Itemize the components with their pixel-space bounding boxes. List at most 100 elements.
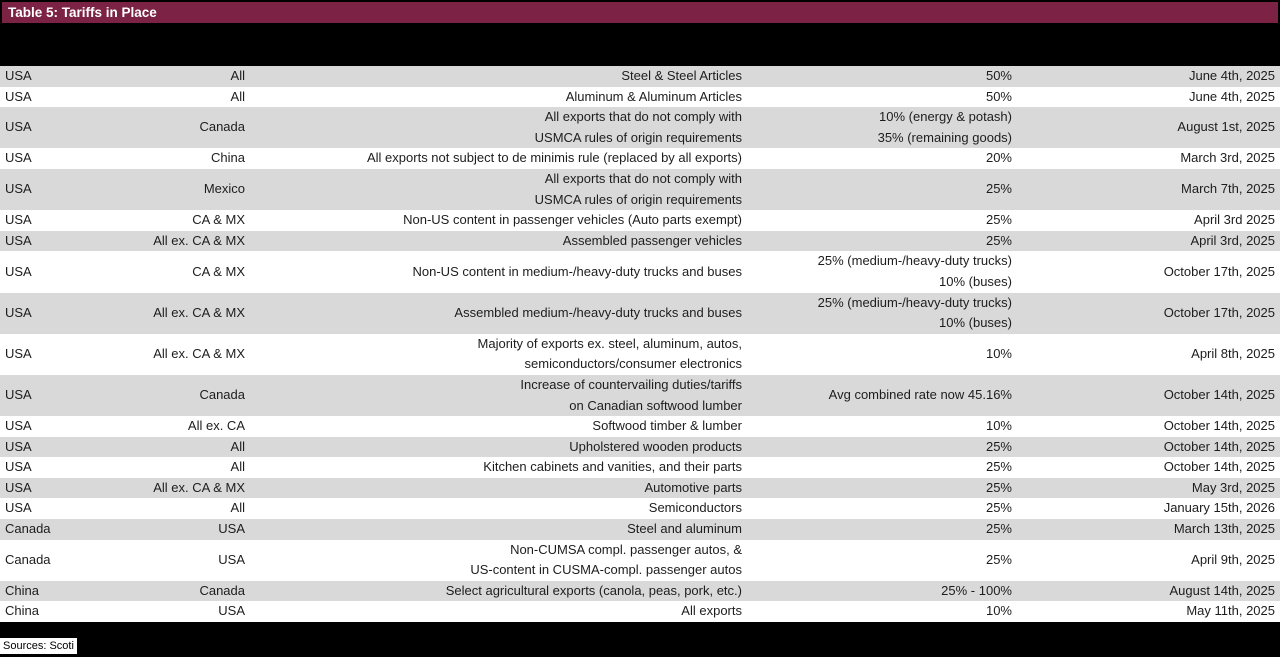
- cell-line: China: [5, 582, 39, 598]
- table-row: USA Canada Increase of countervailing du…: [0, 374, 1280, 417]
- cell-line: 25%: [985, 521, 1012, 537]
- cell-line: Upholstered wooden products: [569, 438, 742, 454]
- cell-date: October 17th, 2025: [1012, 262, 1280, 283]
- cell-imposer: Canada: [0, 550, 115, 571]
- cell-description: Aluminum & Aluminum Articles: [245, 87, 742, 108]
- cell-line: 50%: [985, 88, 1012, 104]
- cell-description: Non-CUMSA compl. passenger autos, & US-co…: [245, 540, 742, 581]
- cell-line: Aluminum & Aluminum Articles: [565, 88, 742, 104]
- table-row: China Canada Select agricultural exports…: [0, 580, 1280, 602]
- cell-line: All: [230, 459, 245, 475]
- cell-rate: 25% (medium-/heavy-duty trucks) 10% (buse…: [742, 293, 1012, 334]
- cell-rate: 25%: [742, 231, 1012, 252]
- cell-imposer: USA: [0, 478, 115, 499]
- table-title-bar: Table 5: Tariffs in Place: [2, 2, 1278, 23]
- cell-rate: 25%: [742, 519, 1012, 540]
- cell-line: Select agricultural exports (canola, pea…: [445, 582, 742, 598]
- cell-line: USA: [5, 418, 32, 434]
- cell-line: USA: [5, 459, 32, 475]
- cell-line: May 11th, 2025: [1186, 603, 1275, 619]
- cell-date: October 17th, 2025: [1012, 303, 1280, 324]
- cell-description: Semiconductors: [245, 498, 742, 519]
- cell-description: Majority of exports ex. steel, aluminum,…: [245, 334, 742, 375]
- cell-line: August 14th, 2025: [1169, 582, 1275, 598]
- cell-description: Select agricultural exports (canola, pea…: [245, 581, 742, 602]
- cell-line: October 14th, 2025: [1163, 438, 1275, 454]
- cell-line: 10% (energy & potash): [879, 109, 1012, 125]
- cell-description: All exports that do not comply with USMCA…: [245, 169, 742, 210]
- table-row: USA All Upholstered wooden products 25% …: [0, 436, 1280, 458]
- cell-rate: 10%: [742, 344, 1012, 365]
- cell-description: Assembled passenger vehicles: [245, 231, 742, 252]
- cell-date: March 13th, 2025: [1012, 519, 1280, 540]
- table-row: USA All Kitchen cabinets and vanities, a…: [0, 457, 1280, 478]
- cell-line: 25%: [985, 212, 1012, 228]
- cell-line: Non-CUMSA compl. passenger autos, &: [510, 541, 742, 557]
- table-row: USA Canada All exports that do not compl…: [0, 107, 1280, 149]
- cell-description: Steel and aluminum: [245, 519, 742, 540]
- cell-line: 25%: [985, 181, 1012, 197]
- cell-line: CA & MX: [192, 212, 245, 228]
- cell-description: Kitchen cabinets and vanities, and their…: [245, 457, 742, 478]
- cell-imposer: USA: [0, 231, 115, 252]
- cell-date: October 14th, 2025: [1012, 385, 1280, 406]
- cell-line: US-content in CUSMA-compl. passenger aut…: [470, 562, 742, 578]
- cell-line: 25%: [985, 459, 1012, 475]
- cell-line: Softwood timber & lumber: [592, 418, 742, 434]
- cell-line: April 9th, 2025: [1191, 551, 1275, 567]
- cell-line: May 3rd, 2025: [1191, 479, 1275, 495]
- cell-target: CA & MX: [115, 210, 245, 231]
- cell-line: All ex. CA & MX: [153, 304, 245, 320]
- cell-date: May 3rd, 2025: [1012, 478, 1280, 499]
- table-row: USA All ex. CA & MX Assembled medium-/he…: [0, 292, 1280, 334]
- cell-rate: 25% - 100%: [742, 581, 1012, 602]
- cell-line: USA: [5, 438, 32, 454]
- cell-imposer: USA: [0, 148, 115, 169]
- cell-line: Kitchen cabinets and vanities, and their…: [483, 459, 742, 475]
- cell-line: USA: [218, 551, 245, 567]
- cell-description: Automotive parts: [245, 478, 742, 499]
- cell-rate: 50%: [742, 87, 1012, 108]
- cell-line: USMCA rules of origin requirements: [534, 129, 742, 145]
- cell-imposer: USA: [0, 179, 115, 200]
- cell-target: All ex. CA & MX: [115, 303, 245, 324]
- cell-line: June 4th, 2025: [1188, 68, 1275, 83]
- cell-line: 10% (buses): [939, 315, 1012, 331]
- table-row: USA All ex. CA & MX Majority of exports …: [0, 333, 1280, 375]
- table-row: USA China All exports not subject to de …: [0, 148, 1280, 169]
- cell-description: Upholstered wooden products: [245, 437, 742, 458]
- cell-target: China: [115, 148, 245, 169]
- cell-target: All ex. CA & MX: [115, 344, 245, 365]
- cell-line: October 17th, 2025: [1163, 263, 1275, 279]
- table-row: USA All Semiconductors 25% January 15th,…: [0, 498, 1280, 520]
- cell-rate: 10%: [742, 601, 1012, 622]
- cell-line: Steel and aluminum: [627, 521, 742, 537]
- cell-line: Assembled medium-/heavy-duty trucks and …: [454, 304, 742, 320]
- cell-line: USA: [5, 119, 32, 135]
- cell-imposer: USA: [0, 457, 115, 478]
- sources-label: Sources: Scoti: [0, 638, 77, 654]
- cell-line: Steel & Steel Articles: [621, 68, 742, 83]
- cell-line: Canada: [5, 551, 51, 567]
- cell-line: USA: [5, 232, 32, 248]
- cell-line: 25%: [985, 232, 1012, 248]
- cell-imposer: USA: [0, 66, 115, 87]
- cell-rate: 25%: [742, 437, 1012, 458]
- cell-description: All exports that do not comply with USMCA…: [245, 107, 742, 148]
- cell-description: Non-US content in medium-/heavy-duty tru…: [245, 262, 743, 283]
- cell-line: USA: [5, 304, 32, 320]
- table-row: USA CA & MX Non-US content in passenger …: [0, 210, 1280, 231]
- tariff-table-body: USA All Steel & Steel Articles 50% June …: [0, 66, 1280, 623]
- cell-target: All ex. CA: [115, 416, 245, 437]
- cell-line: USA: [218, 521, 245, 537]
- cell-date: April 3rd, 2025: [1012, 231, 1280, 252]
- cell-target: All: [115, 437, 245, 458]
- cell-line: March 7th, 2025: [1181, 181, 1275, 197]
- cell-line: All ex. CA & MX: [153, 479, 245, 495]
- cell-line: 25%: [985, 551, 1012, 567]
- table-row: USA All ex. CA & MX Automotive parts 25%…: [0, 477, 1280, 499]
- cell-rate: 10% (energy & potash) 35% (remaining good…: [742, 107, 1012, 148]
- cell-line: China: [5, 603, 39, 619]
- cell-line: October 14th, 2025: [1163, 418, 1275, 434]
- cell-imposer: USA: [0, 437, 115, 458]
